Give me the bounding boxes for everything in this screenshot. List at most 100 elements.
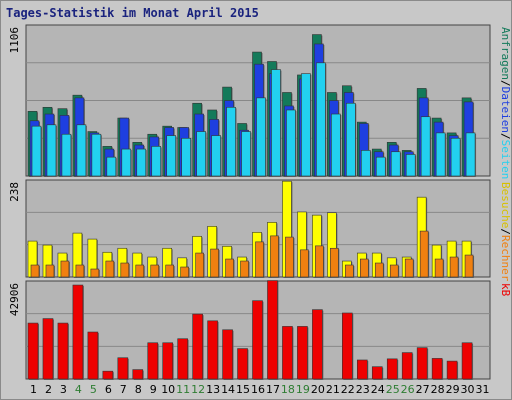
legend-entry: Dateien [499,87,512,133]
bar-kb [416,347,428,380]
bar-rechner [419,230,429,278]
x-tick-label: 31 [476,383,490,396]
bar-kb [27,322,39,380]
bar-seiten [375,156,386,177]
legend-entry: Besuche [499,182,512,228]
bar-seiten [226,106,236,177]
bar-seiten [360,150,371,177]
x-tick-label: 11 [176,383,190,396]
bar-rechner [285,236,294,278]
bar-seiten [390,151,401,177]
bar-rechner [120,262,130,278]
x-tick-label: 17 [266,383,280,396]
bar-seiten [331,113,341,177]
x-tick-label: 19 [296,383,310,396]
x-tick-label: 28 [431,383,445,396]
legend-entry: Seiten [499,140,512,180]
legend-entry: Rechner [499,235,512,282]
bar-kb [386,358,398,380]
bar-kb [222,329,233,380]
bar-rechner [330,247,339,278]
bar-kb [72,284,84,380]
bar-seiten [301,73,311,177]
x-tick-label: 21 [326,383,340,396]
bar-kb [356,359,368,380]
bar-rechner [359,258,369,278]
bar-seiten [121,148,132,177]
bar-rechner [449,256,459,278]
bar-seiten [241,131,251,177]
bar-seiten [435,132,446,177]
x-tick-label: 3 [60,383,67,396]
bar-seiten [256,97,266,177]
bar-seiten [46,124,57,177]
bar-seiten [196,131,206,177]
bar-rechner [389,264,399,278]
bar-kb [401,352,413,380]
legend-top: Anfragen/Dateien/Seiten [499,27,512,179]
x-tick-label: 15 [236,383,250,396]
x-tick-label: 23 [356,383,370,396]
bar-rechner [150,264,160,278]
bar-seiten [316,62,326,177]
x-tick-label: 18 [281,383,295,396]
bar-seiten [151,146,162,177]
x-tick-label: 27 [416,383,430,396]
bar-rechner [210,248,219,278]
bar-rechner [75,264,85,278]
bar-seiten [286,109,296,177]
bar-rechner [240,260,249,278]
legend-bottom: kB [499,283,512,297]
bar-kb [252,300,263,380]
bar-kb [192,313,203,380]
y-max-label-bottom: 42906 [8,283,21,316]
legend-entry: / [499,133,512,140]
bar-rechner [404,258,414,278]
bar-kb [342,312,353,380]
bar-rechner [345,264,354,278]
bar-seiten [450,137,461,177]
bar-rechner [270,235,279,278]
bar-seiten [106,156,117,177]
x-tick-label: 8 [135,383,142,396]
x-tick-label: 30 [461,383,475,396]
bar-seiten [181,137,191,177]
x-tick-label: 25 [386,383,400,396]
legend-entry: / [499,228,512,235]
legend-middle: Besuche/Rechner [499,182,512,282]
x-tick-label: 26 [401,383,415,396]
bar-seiten [211,135,221,177]
bar-kb [117,357,129,380]
x-tick-label: 5 [90,383,97,396]
bar-rechner [60,260,70,278]
bar-kb [57,322,69,380]
bar-kb [237,348,248,380]
bar-rechner [30,264,40,278]
x-tick-label: 2 [45,383,52,396]
bar-rechner [315,245,324,278]
bar-kb [42,318,54,380]
bar-rechner [180,266,189,278]
bar-rechner [105,260,115,278]
bar-rechner [374,262,384,278]
y-max-label-top: 1106 [8,27,21,54]
x-tick-label: 12 [191,383,205,396]
bar-kb [431,358,443,380]
bar-kb [446,360,458,380]
y-max-label-middle: 238 [8,182,21,202]
x-tick-label: 14 [221,383,235,396]
bar-kb [147,342,159,380]
x-tick-label: 4 [75,383,82,396]
legend-entry: Anfragen [499,27,512,80]
x-tick-label: 13 [206,383,220,396]
bar-rechner [434,258,444,278]
bar-seiten [405,154,416,177]
bar-rechner [165,264,175,278]
bar-kb [312,309,323,380]
bar-kb [297,326,308,380]
x-tick-label: 6 [105,383,112,396]
bar-seiten [31,125,42,177]
x-tick-label: 16 [251,383,265,396]
bar-rechner [135,264,145,278]
